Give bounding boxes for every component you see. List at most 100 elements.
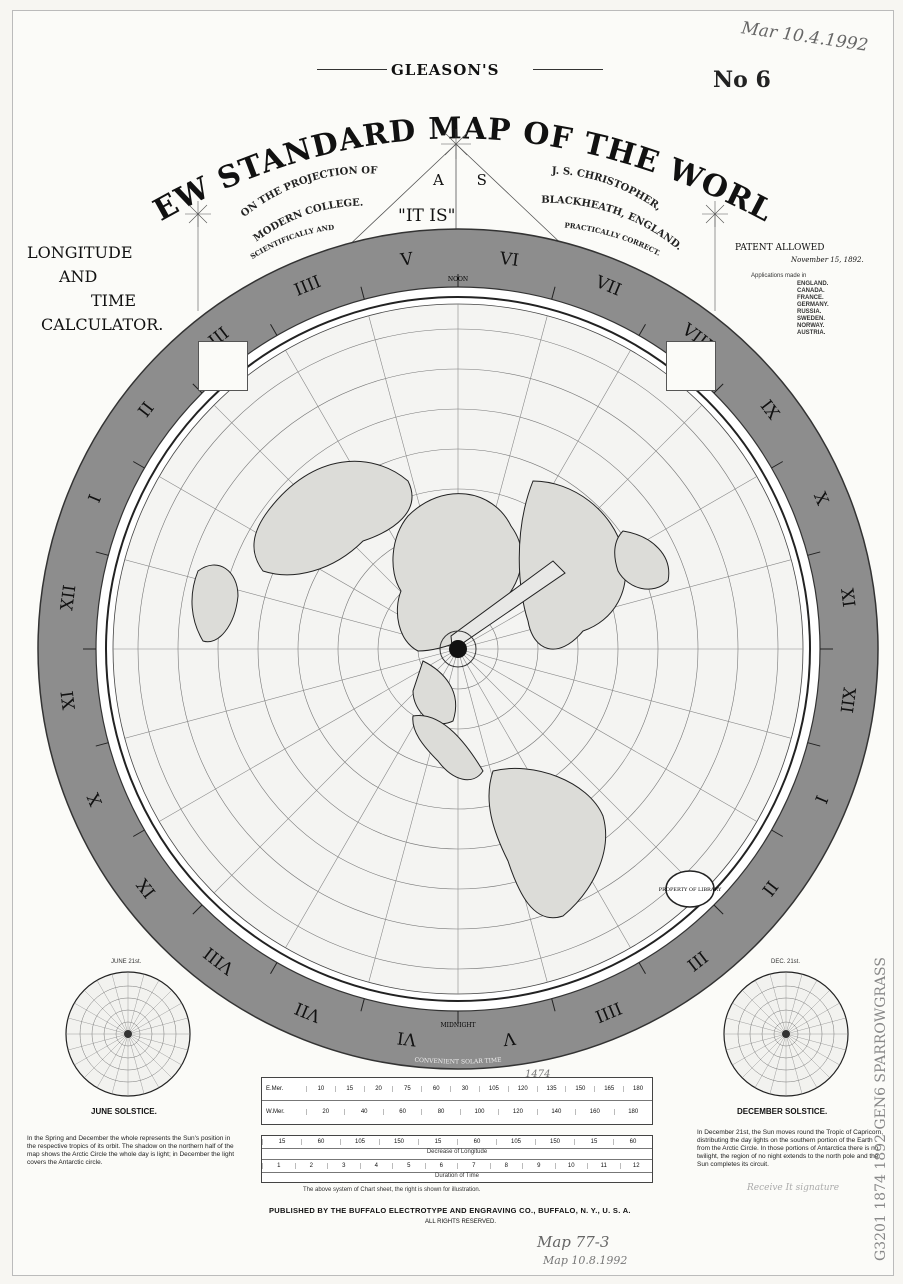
inset-meridian [127,1033,182,1066]
inset-meridian [111,974,129,1035]
inset-meridian [726,1033,787,1051]
map-number-stamp: No 6 [713,67,771,93]
north-pole-pivot [449,640,467,658]
map-preamble: GLEASON'S [391,61,500,79]
patent-country: GERMANY. [797,302,829,308]
inset-meridian [769,974,787,1035]
inset-meridian [127,1033,172,1078]
center-as: A S [433,171,501,189]
eurasia-landmass [253,460,413,576]
december-inset-small-title: DEC. 21st. [771,959,801,965]
december-solstice-inset [723,971,849,1097]
inset-meridian [785,1033,830,1078]
greenland-landmass [412,660,457,725]
scale-cell: 40 [344,1109,382,1115]
patent-country: ENGLAND. [797,281,829,287]
scale-cell: 10 [306,1086,335,1092]
dial-tick [807,742,821,747]
dial-tick [270,962,278,975]
inset-meridian [742,990,787,1035]
patent-country: SWEDEN. [797,316,826,322]
scale-cell: 9 [522,1163,555,1169]
patent-country: CANADA. [797,288,825,294]
dial-tick [132,829,145,837]
dial-hour-numeral: V [501,1027,517,1049]
header-dash-right [533,69,603,70]
longitude-scale-lower: 15 60 105 150 15 60 105 150 15 60 Decrease of Lon… [261,1135,653,1183]
scale-cell: 120 [507,1086,537,1092]
inset-meridian [127,1002,182,1035]
scale-cell: 120 [498,1109,536,1115]
dial-midnight-label: MIDNIGHT [441,1022,476,1029]
scale-cell: 180 [613,1109,652,1115]
dial-hour-numeral: VI [396,1027,418,1049]
dial-hour-ticks [83,274,833,1024]
scale-cell: 60 [613,1139,652,1145]
inset-meridian [127,1033,160,1088]
pencil-signature: Receive It signature [747,1183,840,1193]
dial-tick [192,904,203,915]
inset-meridian [785,1033,846,1051]
patent-country: RUSSIA. [797,309,822,315]
scale-cell: 75 [392,1086,421,1092]
dial-tick [270,323,278,336]
inset-meridian [127,980,160,1035]
inset-meridian [96,980,129,1035]
meridian-line [457,559,792,650]
scale-cell: 150 [565,1086,594,1092]
inset-meridian [785,1017,846,1035]
dial-tick [551,998,556,1012]
scale-cell: 105 [496,1139,535,1145]
handwritten-catalog-1: Map 77-3 [537,1233,610,1251]
meridian-line [457,648,757,822]
rights-line: ALL RIGHTS RESERVED. [425,1219,497,1225]
scale-cell: 80 [421,1109,459,1115]
inset-meridian [127,990,172,1035]
time-dial-map: VIVIIVIIIIXXXIXIIIIIIIIIIIIVVIVIIVIIIIXX… [37,228,879,1070]
inset-meridian [74,1002,129,1035]
inset-meridian [785,980,818,1035]
inset-meridian [732,1002,787,1035]
inset-meridian [732,1033,787,1066]
map-boundary-outer [105,296,811,1002]
inset-meridian [742,1033,787,1078]
inset-meridian [785,1033,840,1066]
dial-tick [95,551,109,556]
scale-row-label: W.Mer. [266,1109,285,1115]
center-it-is: "IT IS" [398,206,456,226]
inset-meridian [68,1017,129,1035]
june-solstice-title: JUNE SOLSTICE. [91,1107,157,1116]
scale-cell: 15 [262,1139,301,1145]
inset-meridian [726,1017,787,1035]
inset-meridian [754,980,787,1035]
inset-meridian [127,1033,188,1051]
dial-tick [638,962,646,975]
meridian-line [457,648,792,739]
scale-cell: 180 [623,1086,652,1092]
scale-cell: 6 [424,1163,458,1169]
inset-meridian [754,1033,787,1088]
scale-cell: 20 [306,1109,344,1115]
dial-hour-numeral: XII [836,686,859,714]
dial-tick [95,742,109,747]
scale-cell: 12 [619,1163,653,1169]
inset-meridian [84,1033,129,1078]
patent-line1: PATENT ALLOWED [735,243,825,253]
dial-tick [807,551,821,556]
publisher-line: PUBLISHED BY THE BUFFALO ELECTROTYPE AND… [269,1206,631,1215]
scale-cell: 5 [392,1163,425,1169]
inset-pole [782,1030,790,1038]
scale-cell: 140 [536,1109,575,1115]
inset-meridian [785,974,803,1035]
inset-meridian [769,1033,787,1094]
june-solstice-text: In the Spring and December the whole rep… [27,1135,235,1166]
inset-meridian [74,1033,129,1066]
scale-caption-2: Duration of Time [434,1173,480,1179]
dial-hour-numeral: V [398,249,414,271]
scale-cell: 7 [457,1163,490,1169]
scale-cell: 60 [421,1086,450,1092]
calc-title-line1: LONGITUDE [27,243,133,262]
inset-meridian [127,1017,188,1035]
south-america-landmass [488,767,607,919]
